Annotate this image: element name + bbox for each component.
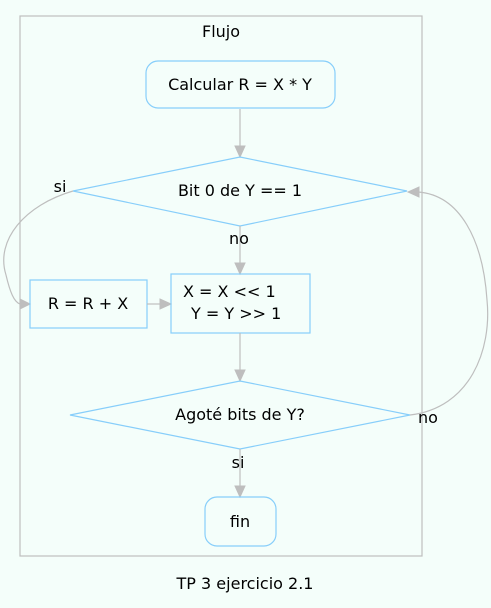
edge-label-bit0-si: si bbox=[54, 177, 67, 196]
edge-add-to-shift bbox=[147, 298, 173, 310]
node-calc: Calcular R = X * Y bbox=[145, 60, 336, 109]
edge-label-check-no: no bbox=[418, 408, 438, 427]
edge-label-check-si: si bbox=[232, 453, 245, 472]
node-calc-label: Calcular R = X * Y bbox=[168, 75, 312, 94]
node-check-decision: Agoté bits de Y? bbox=[69, 380, 411, 450]
edge-bit0-to-shift bbox=[234, 226, 246, 276]
node-fin: fin bbox=[204, 496, 277, 547]
node-shift-line1: X = X << 1 bbox=[183, 282, 276, 301]
node-bit0-decision: Bit 0 de Y == 1 bbox=[72, 156, 408, 227]
edge-label-bit0-no: no bbox=[229, 229, 249, 248]
edge-calc-to-bit0 bbox=[234, 109, 246, 159]
diagram-caption: TP 3 ejercicio 2.1 bbox=[176, 574, 314, 593]
edge-check-to-bit0 bbox=[406, 186, 489, 416]
cluster-title: Flujo bbox=[202, 22, 240, 41]
edge-bit0-to-add bbox=[3, 190, 74, 310]
node-add-label: R = R + X bbox=[48, 294, 128, 313]
node-shift-line2: Y = Y >> 1 bbox=[190, 304, 281, 323]
node-add: R = R + X bbox=[29, 279, 148, 329]
node-shift: X = X << 1 Y = Y >> 1 bbox=[170, 273, 311, 334]
node-bit0-label: Bit 0 de Y == 1 bbox=[178, 181, 302, 200]
node-fin-label: fin bbox=[230, 512, 250, 531]
edge-check-to-fin bbox=[234, 449, 246, 499]
node-check-label: Agoté bits de Y? bbox=[175, 405, 305, 424]
cluster-box bbox=[19, 15, 423, 557]
edge-shift-to-check bbox=[234, 333, 246, 383]
